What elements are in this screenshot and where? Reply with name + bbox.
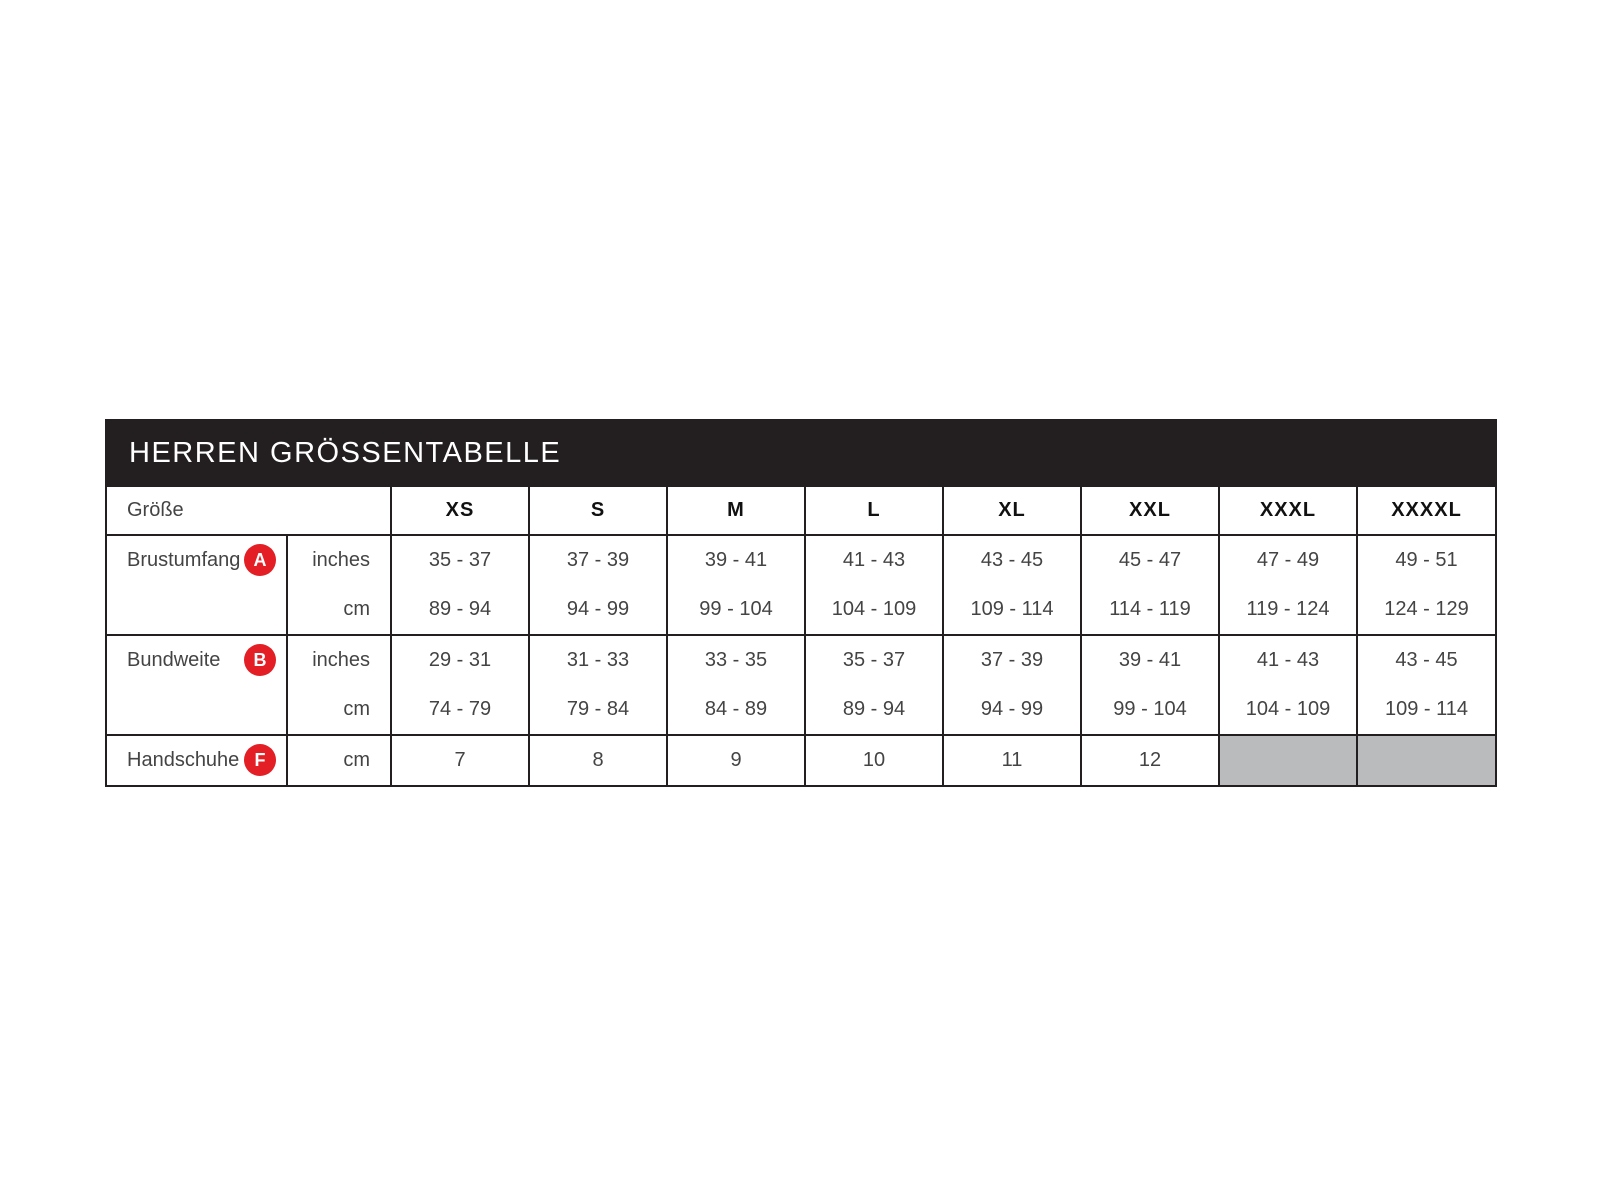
value-cell: 11 xyxy=(942,734,1082,785)
value-cm: 94 - 99 xyxy=(566,598,630,620)
value-cell: 47 - 49 119 - 124 xyxy=(1218,534,1358,636)
value-cell: 10 xyxy=(804,734,944,785)
unit-label: inches xyxy=(312,649,370,671)
value-cm: 79 - 84 xyxy=(566,698,630,720)
unit-cell: cm xyxy=(286,734,392,785)
size-header-m: M xyxy=(666,485,806,536)
value-cm: 119 - 124 xyxy=(1246,598,1330,620)
value-inches: 37 - 39 xyxy=(980,649,1044,671)
value-inches: 45 - 47 xyxy=(1118,549,1182,571)
value-inches: 29 - 31 xyxy=(428,649,492,671)
value-cell: 37 - 39 94 - 99 xyxy=(942,634,1082,736)
value-cell: 12 xyxy=(1080,734,1220,785)
badge-a-icon: A xyxy=(244,544,276,576)
value-cm: 84 - 89 xyxy=(704,698,768,720)
value-inches: 49 - 51 xyxy=(1395,549,1458,571)
badge-f-icon: F xyxy=(244,744,276,776)
value-cell: 7 xyxy=(390,734,530,785)
unit-label: cm xyxy=(343,749,370,771)
row-label-wrap: Brustumfang A xyxy=(127,536,286,584)
value-inches: 41 - 43 xyxy=(1256,649,1320,671)
unit-label: inches xyxy=(312,549,370,571)
unit-cell: inches cm xyxy=(286,634,392,736)
row-label: Handschuhe xyxy=(127,748,240,771)
size-header-l: L xyxy=(804,485,944,536)
value-cell: 8 xyxy=(528,734,668,785)
row-label: Brustumfang xyxy=(127,548,241,571)
unit-cell: inches cm xyxy=(286,534,392,636)
value-inches: 39 - 41 xyxy=(704,549,768,571)
row-label-wrap: Handschuhe F xyxy=(127,736,286,784)
badge-b-icon: B xyxy=(244,644,276,676)
value-cell: 9 xyxy=(666,734,806,785)
value-cm: 109 - 114 xyxy=(1384,698,1469,720)
row-label-cell: Bundweite B xyxy=(107,634,288,736)
value-inches: 37 - 39 xyxy=(566,549,630,571)
value-cell: 49 - 51 124 - 129 xyxy=(1356,534,1495,636)
value-cell: 37 - 39 94 - 99 xyxy=(528,534,668,636)
value-cell: 41 - 43 104 - 109 xyxy=(1218,634,1358,736)
value-cm: 104 - 109 xyxy=(1245,698,1331,720)
value-inches: 43 - 45 xyxy=(980,549,1044,571)
size-header-xxl: XXL xyxy=(1080,485,1220,536)
size-label: Größe xyxy=(107,485,392,536)
chart-title: HERREN GRÖSSENTABELLE xyxy=(107,421,1495,485)
size-chart: HERREN GRÖSSENTABELLE Größe XS S M L XL XXL XX… xyxy=(105,419,1497,787)
value-inches: 35 - 37 xyxy=(842,649,906,671)
value-cm: 89 - 94 xyxy=(842,698,906,720)
value-inches: 43 - 45 xyxy=(1395,649,1458,671)
value-cell: 43 - 45 109 - 114 xyxy=(942,534,1082,636)
value-cm: 104 - 109 xyxy=(831,598,917,620)
value-cell: 35 - 37 89 - 94 xyxy=(804,634,944,736)
value-cm: 89 - 94 xyxy=(428,598,492,620)
row-label-wrap: Bundweite B xyxy=(127,636,286,684)
value-cm: 99 - 104 xyxy=(699,598,773,620)
value-inches: 39 - 41 xyxy=(1118,649,1182,671)
value-cell: 45 - 47 114 - 119 xyxy=(1080,534,1220,636)
value-cell: 39 - 41 99 - 104 xyxy=(1080,634,1220,736)
value-cm: 109 - 114 xyxy=(970,598,1054,620)
size-header-s: S xyxy=(528,485,668,536)
value-cell: 35 - 37 89 - 94 xyxy=(390,534,530,636)
row-label-cell: Brustumfang A xyxy=(107,534,288,636)
header-row: Größe XS S M L XL XXL XXXL XXXXL xyxy=(107,485,1495,536)
value-inches: 33 - 35 xyxy=(704,649,768,671)
value-cm: 114 - 119 xyxy=(1109,598,1191,620)
value-cm: 124 - 129 xyxy=(1384,598,1469,620)
value-cm: 94 - 99 xyxy=(980,698,1044,720)
row-label: Bundweite xyxy=(127,648,221,671)
value-cell: 33 - 35 84 - 89 xyxy=(666,634,806,736)
size-header-xxxl: XXXL xyxy=(1218,485,1358,536)
value-inches: 41 - 43 xyxy=(842,549,906,571)
value-cell: 31 - 33 79 - 84 xyxy=(528,634,668,736)
value-cell: 41 - 43 104 - 109 xyxy=(804,534,944,636)
value-cell: 29 - 31 74 - 79 xyxy=(390,634,530,736)
row-label-cell: Handschuhe F xyxy=(107,734,288,785)
unavailable-cell xyxy=(1356,734,1495,785)
size-header-xxxxl: XXXXL xyxy=(1356,485,1495,536)
value-cell: 39 - 41 99 - 104 xyxy=(666,534,806,636)
value-cell: 43 - 45 109 - 114 xyxy=(1356,634,1495,736)
value-inches: 35 - 37 xyxy=(428,549,492,571)
value-cm: 74 - 79 xyxy=(428,698,492,720)
unit-label: cm xyxy=(343,598,370,620)
unit-label: cm xyxy=(343,698,370,720)
size-header-xs: XS xyxy=(390,485,530,536)
value-inches: 31 - 33 xyxy=(566,649,630,671)
value-cm: 99 - 104 xyxy=(1113,698,1187,720)
size-header-xl: XL xyxy=(942,485,1082,536)
value-inches: 47 - 49 xyxy=(1256,549,1320,571)
unavailable-cell xyxy=(1218,734,1358,785)
